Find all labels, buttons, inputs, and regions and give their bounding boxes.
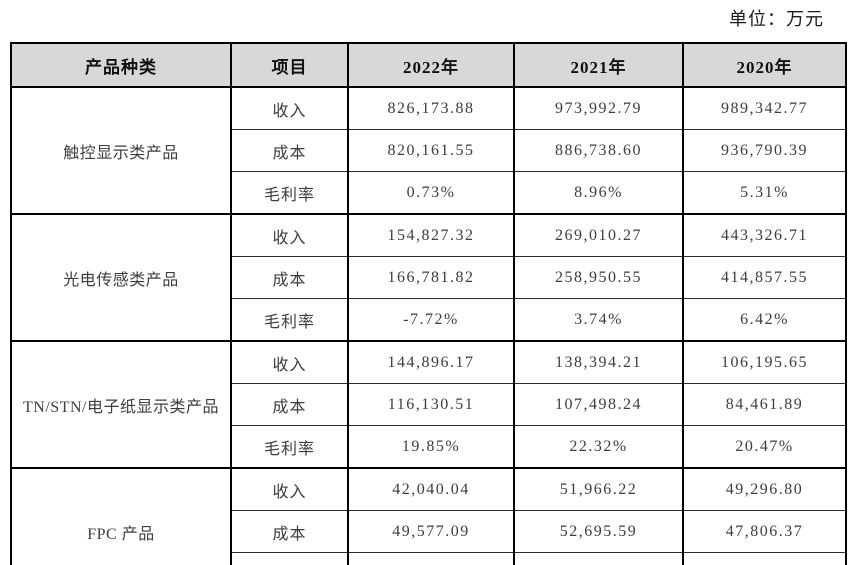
value-cell: 820,161.55: [347, 129, 515, 172]
value-cell: 936,790.39: [682, 129, 847, 172]
category-cell: 触控显示类产品: [10, 86, 232, 215]
value-cell: 269,010.27: [513, 213, 684, 257]
value-cell: 144,896.17: [347, 340, 515, 384]
value-cell: 3.74%: [513, 298, 684, 342]
value-cell: 138,394.21: [513, 340, 684, 384]
value-cell: 443,326.71: [682, 213, 847, 257]
value-cell: 6.42%: [682, 298, 847, 342]
category-cell: FPC 产品: [10, 467, 232, 565]
category-cell: 光电传感类产品: [10, 213, 232, 342]
unit-label: 单位：万元: [729, 9, 824, 29]
value-cell: 51,966.22: [513, 467, 684, 511]
table-row: 毛利率 19.85% 22.32% 20.47%: [11, 425, 847, 469]
table-row: 毛利率 0.73% 8.96% 5.31%: [11, 171, 847, 215]
value-cell: 106,195.65: [682, 340, 847, 384]
value-cell: 166,781.82: [347, 256, 515, 299]
value-cell: 107,498.24: [513, 383, 684, 426]
value-cell: 258,950.55: [513, 256, 684, 299]
value-cell: -17.93%: [347, 552, 515, 565]
value-cell: 22.32%: [513, 425, 684, 469]
table-row: 成本 49,577.09 52,695.59 47,806.37: [11, 510, 847, 553]
value-cell: 49,296.80: [682, 467, 847, 511]
value-cell: 84,461.89: [682, 383, 847, 426]
value-cell: 0.73%: [347, 171, 515, 215]
item-cell: 毛利率: [230, 171, 349, 215]
item-cell: 成本: [230, 510, 349, 553]
value-cell: 116,130.51: [347, 383, 515, 426]
table-row: 毛利率 -7.72% 3.74% 6.42%: [11, 298, 847, 342]
table-header-row: 产品种类 项目 2022年 2021年 2020年: [10, 42, 847, 88]
value-cell: 47,806.37: [682, 510, 847, 553]
table-row: 光电传感类产品 收入 154,827.32 269,010.27 443,326…: [10, 213, 847, 342]
item-cell: 毛利率: [230, 298, 349, 342]
item-cell: 收入: [230, 213, 349, 257]
item-cell: 成本: [230, 256, 349, 299]
header-item: 项目: [230, 42, 349, 88]
table-row: 成本 116,130.51 107,498.24 84,461.89: [11, 383, 847, 426]
value-cell: 49,577.09: [347, 510, 515, 553]
item-cell: 毛利率: [230, 425, 349, 469]
value-cell: 19.85%: [347, 425, 515, 469]
item-cell: 收入: [230, 467, 349, 511]
item-cell: 成本: [230, 129, 349, 172]
header-year-2022: 2022年: [347, 42, 515, 88]
value-cell: 42,040.04: [347, 467, 515, 511]
value-cell: 989,342.77: [682, 86, 847, 130]
category-cell: TN/STN/电子纸显示类产品: [10, 340, 232, 469]
header-year-2020: 2020年: [682, 42, 847, 88]
value-cell: 973,992.79: [513, 86, 684, 130]
value-cell: 154,827.32: [347, 213, 515, 257]
header-product-category: 产品种类: [10, 42, 232, 88]
value-cell: 20.47%: [682, 425, 847, 469]
item-cell: 收入: [230, 86, 349, 130]
value-cell: 414,857.55: [682, 256, 847, 299]
product-financials-table: 产品种类 项目 2022年 2021年 2020年 触控显示类产品 收入 826…: [10, 42, 847, 565]
table-row: 成本 166,781.82 258,950.55 414,857.55: [11, 256, 847, 299]
item-cell: 成本: [230, 383, 349, 426]
value-cell: -7.72%: [347, 298, 515, 342]
value-cell: 8.96%: [513, 171, 684, 215]
value-cell: 826,173.88: [347, 86, 515, 130]
header-year-2021: 2021年: [513, 42, 684, 88]
table-row: FPC 产品 收入 42,040.04 51,966.22 49,296.80: [10, 467, 847, 565]
value-cell: 3.02%: [682, 552, 847, 565]
value-cell: 886,738.60: [513, 129, 684, 172]
value-cell: 52,695.59: [513, 510, 684, 553]
table-row: 毛利率 -17.93% -1.40% 3.02%: [11, 552, 847, 565]
item-cell: 收入: [230, 340, 349, 384]
table-row: 成本 820,161.55 886,738.60 936,790.39: [11, 129, 847, 172]
table-row: TN/STN/电子纸显示类产品 收入 144,896.17 138,394.21…: [10, 340, 847, 469]
value-cell: 5.31%: [682, 171, 847, 215]
value-cell: -1.40%: [513, 552, 684, 565]
item-cell: 毛利率: [230, 552, 349, 565]
table-row: 触控显示类产品 收入 826,173.88 973,992.79 989,342…: [10, 86, 847, 215]
